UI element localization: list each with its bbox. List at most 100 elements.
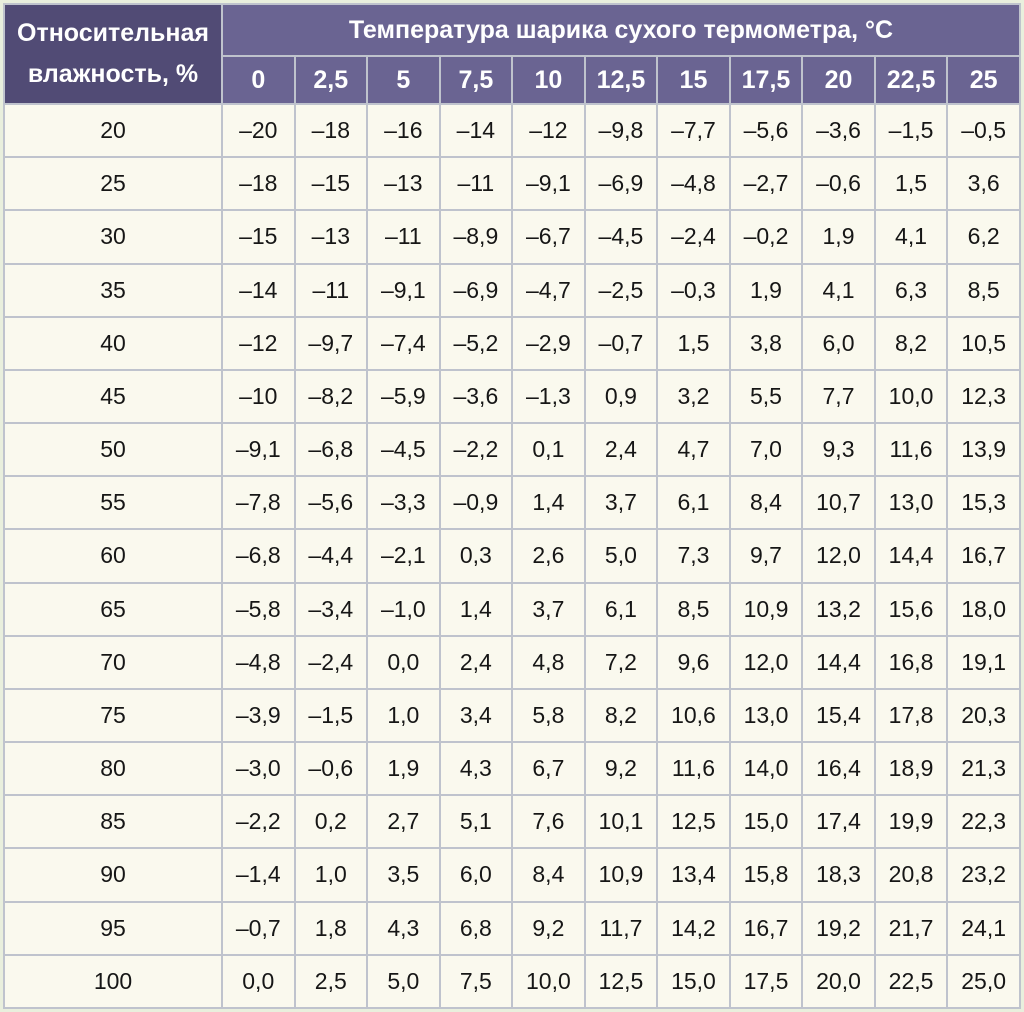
temperature-group-header: Температура шарика сухого термометра, °С bbox=[223, 5, 1019, 55]
table-cell: –3,3 bbox=[368, 477, 439, 529]
table-cell: 14,4 bbox=[875, 530, 947, 582]
row-header-humidity: 100 bbox=[5, 955, 221, 1007]
table-cell: –0,3 bbox=[658, 264, 729, 316]
table-cell: 25,0 bbox=[948, 955, 1019, 1007]
table-cell: –2,5 bbox=[585, 264, 657, 316]
table-cell: 4,1 bbox=[803, 264, 874, 316]
table-cell: –16 bbox=[368, 105, 439, 157]
table-cell: 3,4 bbox=[440, 689, 512, 742]
table-cell: 6,1 bbox=[585, 583, 657, 635]
table-cell: 18,0 bbox=[948, 583, 1019, 635]
table-cell: 10,6 bbox=[658, 689, 729, 742]
table-cell: 8,4 bbox=[730, 477, 802, 529]
table-row: 45 –10 –8,2 –5,9 –3,6 –1,3 0,9 3,2 5,5 7,7 10,0 12,… bbox=[5, 370, 1019, 423]
table-cell: –6,8 bbox=[223, 530, 294, 582]
table-cell: 7,6 bbox=[513, 796, 584, 848]
humidity-axis-header-line1: Относительная bbox=[17, 18, 209, 47]
table-cell: –4,5 bbox=[585, 211, 657, 263]
table-cell: 3,8 bbox=[730, 317, 802, 369]
table-cell: –10 bbox=[223, 370, 294, 423]
table-cell: 12,0 bbox=[803, 530, 874, 582]
column-header-row: 0 2,5 5 7,5 10 12,5 15 17,5 20 22,5 25 bbox=[5, 57, 1019, 103]
row-header-humidity: 35 bbox=[5, 264, 221, 316]
table-cell: 8,2 bbox=[585, 689, 657, 742]
table-cell: 21,7 bbox=[875, 902, 947, 954]
table-cell: 24,1 bbox=[948, 902, 1019, 954]
table-cell: 15,0 bbox=[730, 796, 802, 848]
table-cell: 10,9 bbox=[585, 849, 657, 901]
table-cell: 0,9 bbox=[585, 370, 657, 423]
column-header: 12,5 bbox=[585, 57, 657, 103]
table-cell: 3,6 bbox=[948, 158, 1019, 210]
row-header-humidity: 30 bbox=[5, 211, 221, 263]
table-cell: 4,1 bbox=[875, 211, 947, 263]
table-cell: –18 bbox=[295, 105, 367, 157]
table-cell: –5,2 bbox=[440, 317, 512, 369]
table-cell: 11,6 bbox=[875, 424, 947, 476]
column-header: 17,5 bbox=[730, 57, 802, 103]
table-cell: 0,2 bbox=[295, 796, 367, 848]
table-cell: –1,3 bbox=[513, 370, 584, 423]
table-cell: 22,3 bbox=[948, 796, 1019, 848]
table-cell: –3,6 bbox=[803, 105, 874, 157]
table-cell: 6,3 bbox=[875, 264, 947, 316]
table-cell: –13 bbox=[295, 211, 367, 263]
table-cell: 12,5 bbox=[658, 796, 729, 848]
table-row: 20 –20 –18 –16 –14 –12 –9,8 –7,7 –5,6 –3,6 –1,5 –0,… bbox=[5, 105, 1019, 157]
table-cell: –0,2 bbox=[730, 211, 802, 263]
table-cell: 11,6 bbox=[658, 743, 729, 795]
table-cell: –3,4 bbox=[295, 583, 367, 635]
table-cell: –12 bbox=[513, 105, 584, 157]
table-cell: 12,0 bbox=[730, 636, 802, 688]
row-header-humidity: 80 bbox=[5, 743, 221, 795]
table-cell: 1,9 bbox=[803, 211, 874, 263]
table-cell: 1,9 bbox=[730, 264, 802, 316]
table-cell: –15 bbox=[223, 211, 294, 263]
table-cell: 10,0 bbox=[875, 370, 947, 423]
row-header-humidity: 85 bbox=[5, 796, 221, 848]
table-cell: –6,9 bbox=[585, 158, 657, 210]
table-cell: 0,0 bbox=[368, 636, 439, 688]
table-cell: –9,8 bbox=[585, 105, 657, 157]
table-cell: 2,4 bbox=[585, 424, 657, 476]
row-header-humidity: 60 bbox=[5, 530, 221, 582]
table-cell: 10,5 bbox=[948, 317, 1019, 369]
table-cell: 15,4 bbox=[803, 689, 874, 742]
table-cell: 6,1 bbox=[658, 477, 729, 529]
row-header-humidity: 25 bbox=[5, 158, 221, 210]
table-cell: –1,0 bbox=[368, 583, 439, 635]
table-cell: 6,7 bbox=[513, 743, 584, 795]
table-cell: 10,1 bbox=[585, 796, 657, 848]
table-cell: –4,8 bbox=[658, 158, 729, 210]
table-cell: –9,1 bbox=[513, 158, 584, 210]
table-cell: 15,0 bbox=[658, 955, 729, 1007]
table-cell: –7,8 bbox=[223, 477, 294, 529]
table-cell: –11 bbox=[368, 211, 439, 263]
table-cell: 4,7 bbox=[658, 424, 729, 476]
table-row: 85 –2,2 0,2 2,7 5,1 7,6 10,1 12,5 15,0 17,4 19,9 22… bbox=[5, 796, 1019, 848]
table-cell: 18,9 bbox=[875, 743, 947, 795]
table-cell: 0,3 bbox=[440, 530, 512, 582]
table-cell: 13,0 bbox=[730, 689, 802, 742]
column-header: 25 bbox=[948, 57, 1019, 103]
table-cell: 20,0 bbox=[803, 955, 874, 1007]
row-header-humidity: 65 bbox=[5, 583, 221, 635]
table-cell: –0,7 bbox=[223, 902, 294, 954]
table-cell: –9,1 bbox=[368, 264, 439, 316]
table-cell: –11 bbox=[295, 264, 367, 316]
table-cell: 16,4 bbox=[803, 743, 874, 795]
table-cell: 20,3 bbox=[948, 689, 1019, 742]
table-cell: 5,8 bbox=[513, 689, 584, 742]
table-cell: 6,2 bbox=[948, 211, 1019, 263]
table-row: 70 –4,8 –2,4 0,0 2,4 4,8 7,2 9,6 12,0 14,4 16,8 19,… bbox=[5, 636, 1019, 688]
table-cell: 17,4 bbox=[803, 796, 874, 848]
column-header: 7,5 bbox=[440, 57, 512, 103]
table-row: 25 –18 –15 –13 –11 –9,1 –6,9 –4,8 –2,7 –0,6 1,5 3,6 bbox=[5, 158, 1019, 210]
table-cell: 8,2 bbox=[875, 317, 947, 369]
table-cell: 9,3 bbox=[803, 424, 874, 476]
table-cell: –18 bbox=[223, 158, 294, 210]
table-cell: –7,4 bbox=[368, 317, 439, 369]
table-cell: 17,5 bbox=[730, 955, 802, 1007]
table-cell: 4,8 bbox=[513, 636, 584, 688]
table-cell: 12,3 bbox=[948, 370, 1019, 423]
